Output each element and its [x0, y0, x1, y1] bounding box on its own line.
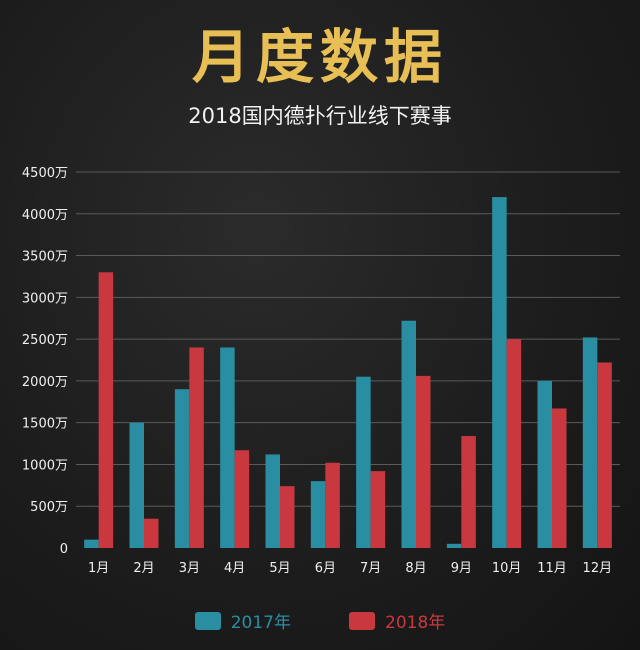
y-tick-label: 1000万 [22, 458, 68, 473]
legend: 2017年 2018年 [0, 608, 640, 633]
bar-2017 [492, 197, 507, 549]
y-tick-label: 1500万 [22, 417, 68, 432]
x-tick-label: 10月 [492, 561, 522, 576]
x-tick-label: 4月 [224, 561, 245, 576]
bar-2018 [325, 462, 340, 548]
y-tick-label: 500万 [30, 500, 68, 515]
bar-2017 [129, 422, 144, 548]
legend-swatch-2017 [194, 611, 221, 630]
bar-2017 [265, 454, 280, 548]
bar-2018 [552, 408, 567, 548]
y-tick-label: 3500万 [22, 250, 68, 265]
chart-subtitle: 2018国内德扑行业线下赛事 [188, 104, 452, 128]
bar-2018 [144, 518, 159, 548]
x-tick-label: 3月 [179, 561, 200, 576]
legend-item-2018: 2018年 [349, 608, 445, 633]
x-tick-label: 2月 [133, 561, 154, 576]
bar-2017 [84, 539, 99, 548]
bar-2017 [582, 337, 598, 548]
x-tick-label: 6月 [315, 561, 336, 576]
legend-item-2017: 2017年 [194, 608, 291, 633]
legend-label-2017: 2017年 [230, 613, 291, 633]
x-tick-label: 8月 [405, 561, 426, 576]
bar-2017 [401, 320, 416, 548]
legend-label-2018: 2018年 [385, 613, 446, 633]
y-tick-label: 4000万 [22, 208, 68, 223]
x-tick-label: 7月 [360, 561, 381, 576]
bar-2017 [356, 376, 371, 548]
x-tick-label: 12月 [583, 561, 613, 576]
bar-2018 [506, 339, 522, 548]
bar-2017 [174, 389, 190, 548]
x-tick-label: 1月 [88, 561, 109, 576]
chart-title: 月度数据 [191, 23, 448, 91]
bar-2018 [189, 347, 204, 548]
bar-2018 [98, 272, 114, 548]
bar-2017 [537, 380, 552, 548]
x-tick-label: 11月 [537, 561, 567, 576]
bar-2018 [461, 436, 476, 548]
y-tick-label: 4500万 [22, 166, 68, 181]
x-tick-label: 9月 [451, 561, 472, 576]
bar-2017 [310, 481, 326, 548]
x-tick-label: 5月 [269, 561, 290, 576]
bar-chart: 0 500万 1000万 1500万 2000万 2500万 3000万 3500万 4000万… [22, 166, 620, 576]
y-tick-label: 2500万 [22, 333, 68, 348]
bar-2017 [446, 543, 462, 548]
y-tick-label: 3000万 [22, 291, 68, 306]
legend-swatch-2018 [349, 611, 375, 630]
bar-2018 [280, 486, 295, 548]
bar-2018 [416, 375, 431, 548]
bar-2018 [234, 450, 250, 548]
y-tick-label: 0 [60, 542, 68, 557]
bar-2018 [370, 471, 386, 548]
y-tick-label: 2000万 [22, 375, 68, 390]
bar-2017 [220, 347, 235, 548]
bar-2018 [597, 362, 612, 548]
